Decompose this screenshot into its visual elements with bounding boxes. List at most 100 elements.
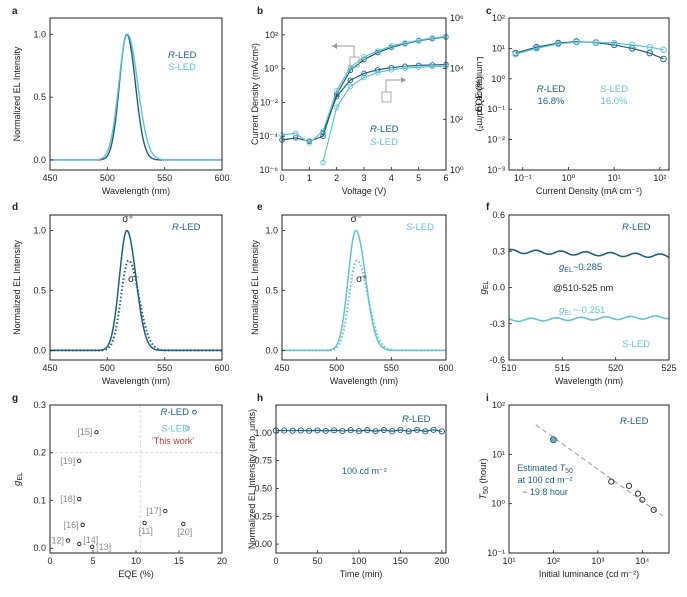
- sigma-minus-label: σ⁻: [128, 274, 139, 285]
- luminance-line: [322, 63, 447, 133]
- x-tick-label: 6: [443, 173, 448, 183]
- y-tick-label: 0.3: [492, 246, 505, 256]
- spectrum-dotted: [282, 259, 446, 352]
- panel-h: h 0 50 100 150 200 0.00 0.25 0.50 0.75 1.00 Time (m…: [247, 393, 449, 579]
- stability-point: [372, 428, 379, 435]
- y2-tick-label: 10⁰: [450, 165, 464, 175]
- eqe-point: [629, 41, 636, 49]
- current-density-point: [306, 140, 313, 146]
- stability-point: [422, 428, 429, 435]
- stability-point: [322, 427, 329, 434]
- legend-r-value: 16.8%: [538, 96, 565, 107]
- panel-letter: a: [12, 6, 18, 17]
- y-tick-label: 10⁻³: [487, 165, 505, 175]
- legend-prefix: S: [370, 137, 377, 148]
- y-tick-label: 10²: [492, 13, 505, 23]
- legend-prefix: S: [622, 339, 629, 350]
- x-tick-label: 550: [157, 363, 172, 373]
- x-tick-label: 450: [274, 363, 289, 373]
- x-tick-label: 510: [501, 363, 516, 373]
- y-tick-label: 0.0: [33, 155, 46, 165]
- y-tick-label: 0.0: [265, 345, 278, 355]
- y-axis-label: Normalized EL Intensity: [12, 240, 22, 335]
- literature-ref-label: [14]: [83, 535, 98, 545]
- x-axis-label: EQE (%): [118, 569, 154, 579]
- panel-f: f 510 515 520 525 -0.6 -0.3 0.0 0.3 0.6 Wavelength…: [478, 202, 677, 386]
- current-density-point: [388, 43, 395, 49]
- luminance-point: [320, 159, 326, 166]
- x-tick-label: 1: [307, 173, 312, 183]
- luminance-point: [333, 104, 340, 110]
- x-axis-label: Initial luminance (cd m⁻²): [539, 569, 639, 579]
- eqe-line: [515, 41, 664, 55]
- x-tick-label: 4: [389, 173, 394, 183]
- measured-point: [608, 478, 615, 485]
- t-symbol: T: [478, 493, 489, 500]
- legend-suffix: -LED: [628, 339, 650, 350]
- arrowhead-left: [332, 43, 337, 49]
- x-tick-label: 600: [438, 363, 453, 373]
- this-work-point: [192, 409, 197, 415]
- current-density-point: [292, 130, 299, 136]
- s-led-label: S-LED: [622, 339, 650, 350]
- x-tick-label: 10¹: [502, 556, 515, 566]
- estimate-line-3: ~ 19.8 hour: [522, 487, 568, 497]
- y-axis-label: gEL: [12, 472, 24, 486]
- legend-suffix: -LED: [179, 222, 201, 233]
- x-tick-label: 0: [47, 556, 52, 566]
- g-symbol: g: [12, 480, 23, 486]
- legend-label: R-LED: [172, 222, 201, 233]
- current-density-point: [361, 54, 367, 60]
- range-label: @510-525 nm: [553, 283, 613, 294]
- literature-ref-label: [18]: [60, 494, 75, 504]
- x-tick-label: 0: [279, 173, 284, 183]
- current-density-point: [402, 40, 408, 46]
- literature-ref-label: [17]: [146, 506, 161, 516]
- legend-r-led: R-LED: [370, 124, 399, 135]
- x-tick-label: 500: [100, 173, 115, 183]
- y-tick-label: 1.0: [33, 226, 46, 236]
- estimate-line-1: Estimated T50: [517, 463, 573, 475]
- y-tick-label: 1.0: [265, 226, 278, 236]
- panel-letter: h: [257, 393, 263, 404]
- legend-suffix: -LED: [544, 84, 566, 95]
- literature-point: [77, 541, 82, 547]
- legend-label: S-LED: [406, 222, 434, 233]
- y-axis-label: Current Density (mA/cm²): [250, 43, 260, 145]
- stability-point: [339, 427, 346, 435]
- x-tick-label: 550: [157, 173, 172, 183]
- gel-line: [508, 248, 670, 259]
- stability-point: [281, 427, 288, 434]
- panel-letter: d: [12, 202, 18, 213]
- spectrum-solid: [50, 229, 222, 352]
- current-density-point: [320, 133, 326, 139]
- literature-point: [89, 544, 95, 549]
- current-density-line: [281, 35, 447, 144]
- panel-letter: e: [257, 202, 263, 213]
- y-tick-label: 10⁻¹: [487, 548, 505, 558]
- x-tick-label: 150: [393, 556, 408, 566]
- y-tick-label: 0.00: [254, 539, 272, 549]
- legend-prefix: R: [537, 84, 544, 95]
- legend-suffix: -LED: [412, 222, 434, 233]
- eqe-point: [555, 40, 562, 48]
- g-symbol: g: [478, 288, 489, 294]
- t-symbol: T: [560, 463, 567, 473]
- eqe-point: [646, 43, 653, 51]
- estimated-point: [549, 436, 557, 444]
- y-tick-label: 0.6: [492, 210, 505, 220]
- literature-ref-label: [16]: [64, 520, 79, 530]
- literature-ref-label: [15]: [77, 427, 92, 437]
- stability-point: [438, 428, 445, 435]
- stability-point: [364, 427, 371, 434]
- legend-prefix: S: [168, 62, 175, 73]
- fit-line: [535, 424, 664, 517]
- x-tick-label: 100: [351, 556, 366, 566]
- x-tick-label: 15: [174, 556, 184, 566]
- x-axis-label: Wavelength (nm): [330, 376, 398, 386]
- legend-prefix: R: [620, 416, 627, 427]
- literature-ref-label: [12]: [49, 536, 64, 546]
- r-led-label: R-LED: [622, 222, 651, 233]
- arrow-left: [332, 45, 355, 57]
